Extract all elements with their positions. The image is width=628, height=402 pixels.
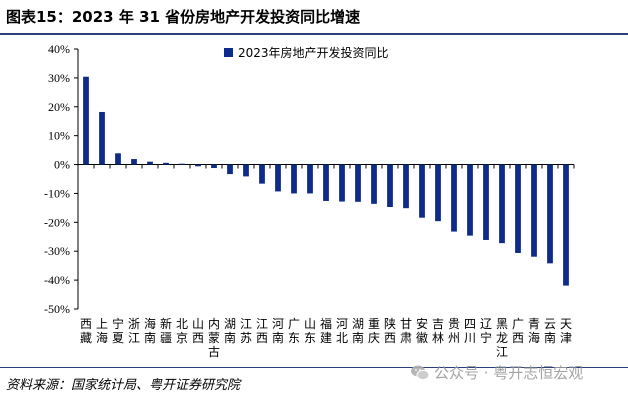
y-tick-label: -40%: [44, 273, 70, 287]
bar: [451, 164, 457, 232]
title-rule: [0, 33, 628, 35]
category-label: 湖南: [224, 316, 236, 345]
category-label: 广西: [512, 317, 524, 345]
bar: [483, 164, 489, 240]
category-label: 福建: [320, 316, 332, 345]
bar: [435, 164, 441, 222]
bar: [275, 164, 281, 192]
category-label: 海南: [144, 316, 156, 345]
category-label: 西藏: [80, 317, 92, 345]
category-label: 上海: [96, 317, 108, 345]
watermark-text: 公众号 · 粤开志恒宏观: [434, 364, 584, 382]
bar: [291, 164, 297, 194]
bar: [259, 164, 265, 184]
bar: [387, 164, 393, 208]
category-label: 新疆: [160, 316, 172, 345]
bar: [147, 161, 153, 165]
y-tick-label: -50%: [44, 302, 70, 316]
category-label: 辽宁: [480, 317, 492, 345]
source-rule: [0, 367, 628, 368]
bar: [99, 111, 105, 165]
category-label: 陕西: [384, 316, 396, 345]
bar: [179, 163, 185, 165]
bar: [547, 164, 553, 264]
category-label: 四川: [464, 317, 476, 345]
bar: [323, 164, 329, 201]
bar: [403, 164, 409, 209]
bar: [339, 164, 345, 202]
legend-swatch: [224, 48, 233, 57]
bar: [563, 164, 569, 286]
watermark: 公众号 · 粤开志恒宏观: [410, 362, 583, 383]
category-label: 河南: [272, 317, 284, 345]
bar: [499, 164, 505, 244]
category-label: 河北: [336, 317, 348, 345]
category-label: 甘肃: [400, 317, 412, 345]
category-label: 天津: [560, 317, 572, 345]
legend-label: 2023年房地产开发投资同比: [238, 45, 389, 60]
y-tick-label: 30%: [48, 71, 70, 85]
bar: [131, 159, 137, 165]
category-label: 青海: [528, 317, 540, 345]
category-label: 湖南: [352, 316, 364, 345]
legend: 2023年房地产开发投资同比: [224, 45, 389, 60]
bar: [307, 164, 313, 194]
y-tick-label: -20%: [44, 215, 70, 229]
category-label: 浙江: [128, 317, 140, 345]
category-label: 黑龙江: [496, 317, 508, 359]
axis-layer: 40% 30% 20% 10% 0% -10% -20% -30% -40% -50%: [44, 42, 575, 316]
bar: [115, 153, 121, 165]
category-label: 重庆: [368, 317, 380, 345]
bar: [83, 76, 89, 165]
bars-layer: [83, 76, 569, 286]
category-label: 北京: [176, 317, 188, 345]
bar: [355, 164, 361, 202]
category-label: 山东: [304, 317, 316, 345]
y-tick-label: -30%: [44, 244, 70, 258]
bar: [211, 164, 217, 169]
category-label: 内蒙古: [208, 317, 220, 359]
y-tick-label: 0%: [54, 158, 70, 172]
wechat-icon: [411, 365, 430, 380]
bar: [163, 162, 169, 165]
category-label: 山西: [192, 317, 204, 345]
source-note: 资料来源：国家统计局、粤开证券研究院: [6, 378, 241, 393]
category-labels-layer: 西藏上海宁夏浙江海南新疆北京山西内蒙古湖南江苏江西河南广东山东福建河北湖南重庆陕…: [80, 316, 572, 359]
category-label: 云南: [544, 317, 556, 345]
figure-title: 图表15：2023 年 31 省份房地产开发投资同比增速: [6, 8, 361, 26]
bar: [195, 164, 201, 167]
y-tick-label: 20%: [48, 100, 70, 114]
y-tick-label: -10%: [44, 186, 70, 200]
category-label: 广东: [288, 317, 300, 345]
category-label: 吉林: [432, 317, 444, 345]
y-tick-label: 40%: [48, 42, 70, 56]
bar: [419, 164, 425, 218]
bar: [243, 164, 249, 177]
category-label: 江苏: [240, 317, 252, 345]
category-label: 贵州: [448, 317, 460, 345]
bar: [371, 164, 377, 204]
category-label: 宁夏: [112, 316, 124, 345]
bar: [531, 164, 537, 257]
bar: [227, 164, 233, 175]
y-tick-label: 10%: [48, 129, 70, 143]
bar: [467, 164, 473, 236]
category-label: 江西: [256, 317, 268, 345]
category-label: 安徽: [416, 316, 428, 345]
bar: [515, 164, 521, 253]
